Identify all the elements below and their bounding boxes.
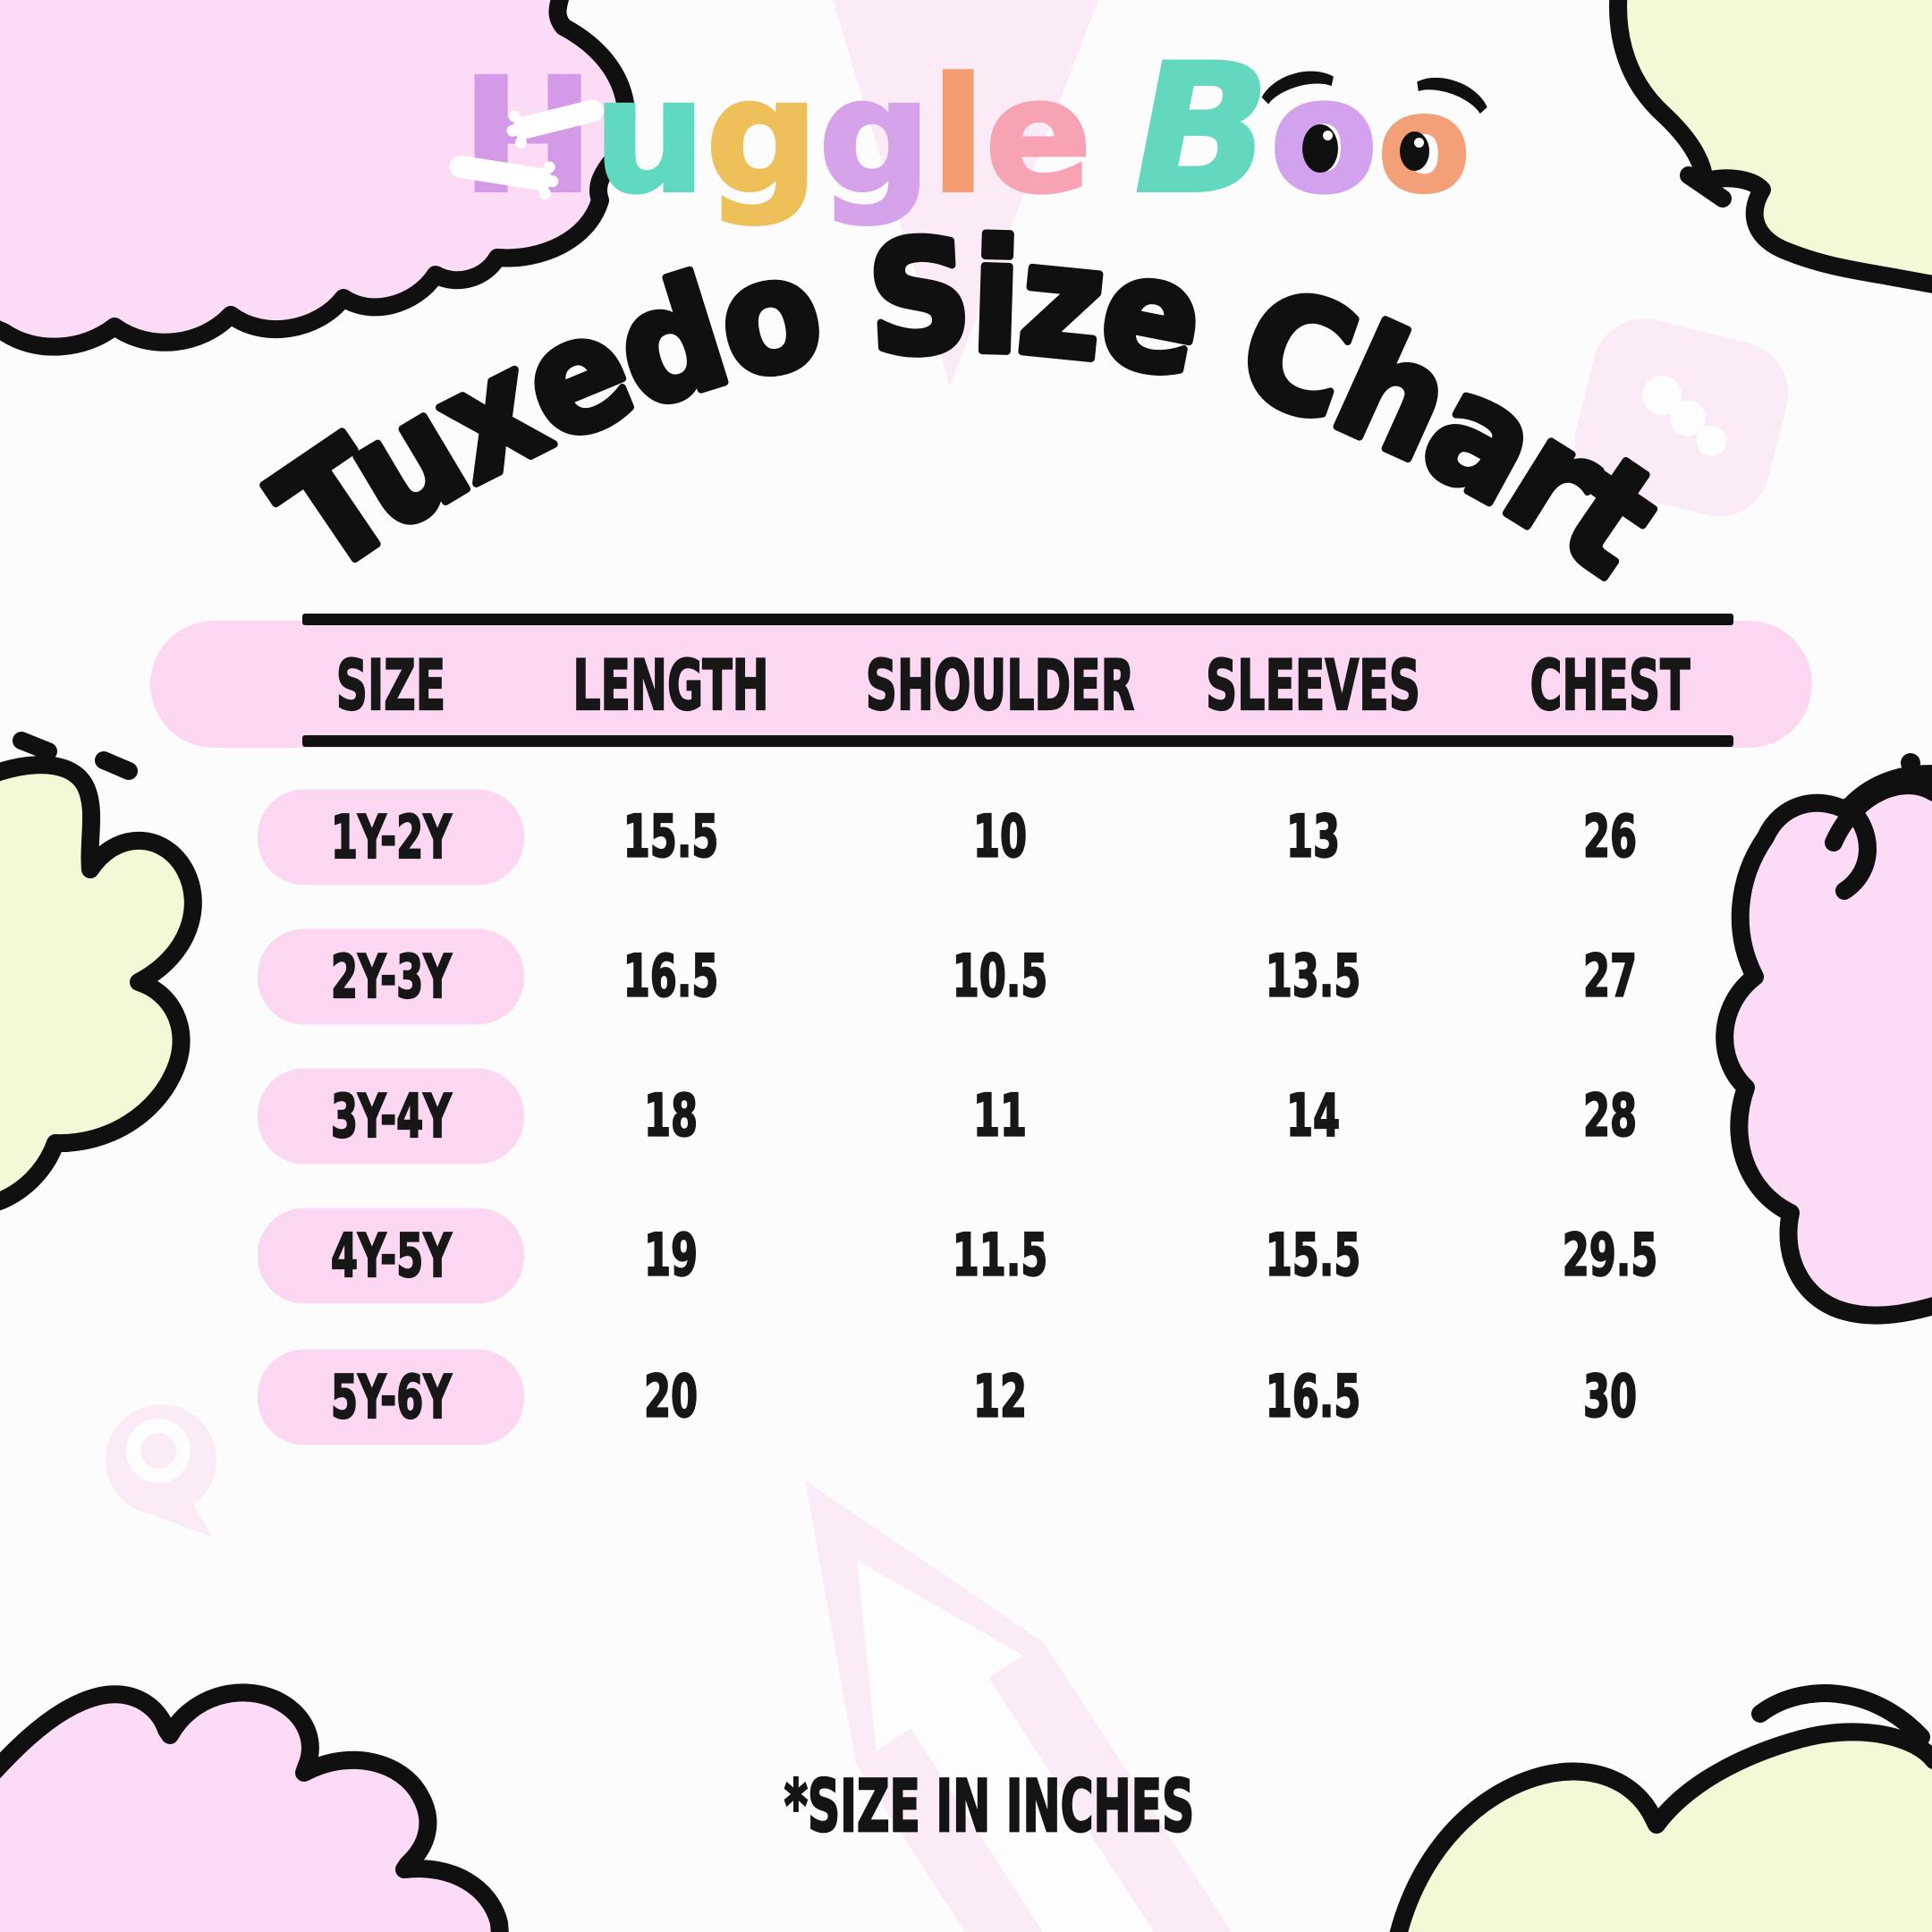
cell-chest: 26	[1582, 802, 1638, 872]
cell-length: 19	[643, 1221, 699, 1291]
size-badge: 1Y-2Y	[258, 789, 524, 886]
cell-sleeves: 14	[1285, 1081, 1341, 1151]
bubble-dot	[1696, 425, 1727, 456]
logo-letter: u	[592, 45, 708, 228]
cell-sleeves: 13.5	[1265, 942, 1361, 1012]
table-header-bar	[150, 621, 1812, 748]
size-badge: 2Y-3Y	[258, 928, 524, 1025]
size-badge: 4Y-5Y	[258, 1208, 524, 1304]
logo-letter: g	[817, 45, 933, 228]
cell-chest: 28	[1582, 1081, 1638, 1151]
units-note: *SIZE IN INCHES	[784, 1764, 1195, 1850]
eye-pupil-icon	[1301, 123, 1338, 173]
light-beam-icon	[833, 0, 1099, 386]
faint-decor-group	[106, 0, 1789, 1932]
logo-letter: g	[704, 45, 820, 228]
dash-accent-icon	[13, 732, 57, 760]
column-header-sleeves: SLEEVES	[1205, 644, 1420, 727]
brand-logo: H u g g l e B o o	[0, 26, 1932, 233]
pink-cloud-right-icon	[1716, 765, 1932, 1325]
cell-length: 20	[643, 1362, 699, 1432]
bubble-dot	[1642, 375, 1682, 415]
swoosh-accent-icon	[1751, 1684, 1930, 1746]
cell-chest: 30	[1582, 1362, 1638, 1432]
logo-letter-b: B	[1133, 26, 1272, 233]
pink-scallop-cloud-bottom-left-icon	[0, 1683, 509, 1932]
cell-sleeves: 15.5	[1265, 1221, 1361, 1291]
pencil-icon	[805, 1480, 1414, 1932]
speech-bubble-icon	[1574, 318, 1789, 538]
cell-shoulder: 10	[972, 802, 1028, 872]
logo-letter-o-eye: o	[1250, 56, 1380, 217]
location-pin-icon	[106, 1404, 216, 1538]
header-rule-top	[302, 614, 1733, 625]
yellow-cloud-bottom-right-icon	[1389, 1723, 1932, 1932]
header-rule-bottom	[302, 735, 1733, 747]
swoosh-accent-icon	[1825, 776, 1932, 852]
yellow-cloud-left-icon	[0, 756, 202, 1211]
cell-length: 16.5	[623, 942, 719, 1012]
cell-length: 18	[643, 1081, 699, 1151]
pink-cloud-top-left-icon	[0, 0, 636, 356]
cell-sleeves: 13	[1285, 802, 1341, 872]
column-header-shoulder: SHOULDER	[865, 644, 1135, 727]
logo-letter-h: H	[448, 56, 606, 217]
cell-chest: 27	[1582, 942, 1638, 1012]
bubble-dot	[1669, 400, 1706, 436]
eye-pupil-icon	[1400, 131, 1430, 171]
column-header-length: LENGTH	[572, 644, 770, 727]
size-badge: 3Y-4Y	[258, 1068, 524, 1165]
cell-shoulder: 11.5	[952, 1221, 1048, 1291]
dash-accent-icon	[1680, 166, 1732, 208]
size-badge: 5Y-6Y	[258, 1349, 524, 1445]
dash-accent-icon	[95, 751, 138, 780]
cell-shoulder: 11	[972, 1081, 1028, 1151]
cell-shoulder: 12	[972, 1362, 1028, 1432]
cell-sleeves: 16.5	[1265, 1362, 1361, 1432]
cell-length: 15.5	[623, 802, 719, 872]
column-header-chest: CHEST	[1530, 644, 1690, 727]
dot-accent-icon	[1901, 753, 1920, 773]
cell-shoulder: 10.5	[952, 942, 1048, 1012]
logo-letter: e	[983, 45, 1093, 228]
logo-letter-o-eye: o	[1377, 65, 1500, 214]
cell-chest: 29.5	[1562, 1221, 1658, 1291]
yellow-cloud-top-right-icon	[1609, 0, 1932, 293]
column-header-size: SIZE	[335, 644, 446, 727]
logo-letter: l	[929, 45, 987, 228]
